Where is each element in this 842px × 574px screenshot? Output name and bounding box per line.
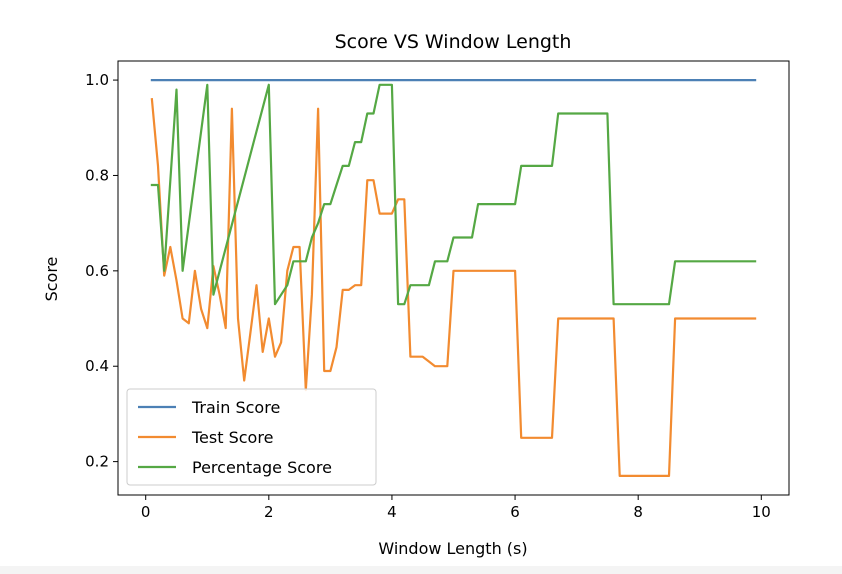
x-tick-label: 0 [141, 503, 151, 521]
y-tick-label: 0.2 [85, 453, 109, 471]
x-tick-label: 8 [633, 503, 643, 521]
x-tick-label: 2 [264, 503, 274, 521]
y-tick-label: 0.4 [85, 357, 109, 375]
x-tick-label: 4 [387, 503, 397, 521]
series-layer [150, 78, 757, 477]
x-tick-label: 6 [510, 503, 520, 521]
legend-label-0: Train Score [191, 398, 280, 417]
x-axis-ticks: 0 2 4 6 8 10 [141, 495, 771, 521]
legend-label-1: Test Score [191, 428, 273, 447]
y-axis-label: Score [42, 257, 61, 302]
bottom-strip [0, 566, 842, 574]
legend-frame [126, 388, 377, 486]
series-line-2 [150, 83, 757, 306]
legend-label-2: Percentage Score [192, 458, 332, 477]
y-tick-label: 1.0 [85, 71, 109, 89]
plot-frame [117, 60, 790, 496]
legend: Train Score Test Score Percentage Score [126, 388, 377, 486]
x-axis-label: Window Length (s) [378, 539, 527, 558]
x-tick-label: 10 [752, 503, 771, 521]
y-tick-label: 0.8 [85, 166, 109, 184]
y-axis-ticks: 0.2 0.4 0.6 0.8 1.0 [85, 71, 118, 471]
chart-title: Score VS Window Length [335, 31, 572, 53]
y-tick-label: 0.6 [85, 262, 109, 280]
